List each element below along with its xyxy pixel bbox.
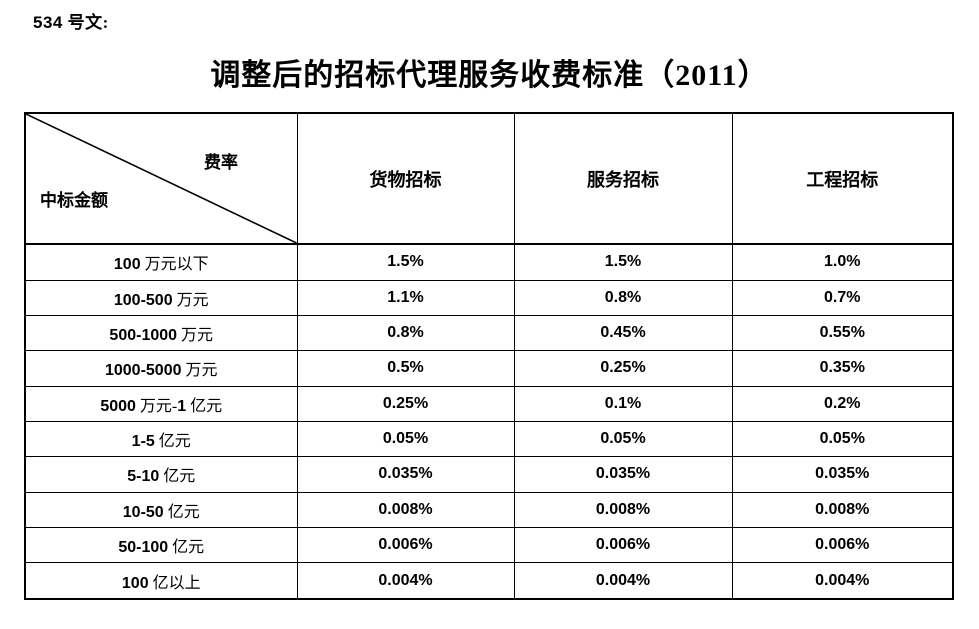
rate-value-cell: 0.008% [731, 491, 954, 528]
rate-value-cell: 0.45% [513, 314, 733, 352]
table-row: 100 万元以下 1.5% 1.5% 1.0% [24, 243, 954, 281]
rate-value-cell: 0.05% [513, 420, 733, 458]
rate-value-cell: 0.8% [513, 279, 733, 316]
rate-value-cell: 0.25% [296, 385, 515, 422]
table-row: 5-10 亿元 0.035% 0.035% 0.035% [24, 456, 954, 493]
row-label-cell: 5000 万元-1 亿元 [24, 385, 298, 422]
rate-value-cell: 0.006% [731, 526, 954, 564]
rate-value-cell: 1.5% [513, 243, 733, 281]
table-row: 5000 万元-1 亿元 0.25% 0.1% 0.2% [24, 385, 954, 422]
rate-value-cell: 1.1% [296, 279, 515, 316]
rate-value-cell: 0.2% [731, 385, 954, 422]
corner-label-rate: 费率 [204, 153, 238, 172]
row-label-cell: 100-500 万元 [24, 279, 298, 316]
fee-rate-table: 费率 中标金额 货物招标 服务招标 工程招标 100 万元以下 1.5% 1.5… [24, 112, 954, 600]
column-header-engineering: 工程招标 [731, 112, 954, 245]
row-label-cell: 100 万元以下 [24, 243, 298, 281]
row-label-cell: 1000-5000 万元 [24, 350, 298, 387]
column-header-goods: 货物招标 [296, 112, 515, 245]
corner-label-amount: 中标金额 [40, 191, 108, 210]
rate-value-cell: 0.004% [513, 562, 733, 600]
rate-value-cell: 0.006% [513, 526, 733, 564]
row-label-cell: 100 亿以上 [24, 562, 298, 600]
header-row: 费率 中标金额 货物招标 服务招标 工程招标 [24, 112, 954, 245]
table-row: 100 亿以上 0.004% 0.004% 0.004% [24, 562, 954, 600]
rate-value-cell: 0.25% [513, 350, 733, 387]
column-header-services: 服务招标 [513, 112, 733, 245]
rate-value-cell: 1.5% [296, 243, 515, 281]
rate-value-cell: 0.5% [296, 350, 515, 387]
table-row: 500-1000 万元 0.8% 0.45% 0.55% [24, 314, 954, 352]
rate-value-cell: 0.55% [731, 314, 954, 352]
table-row: 1000-5000 万元 0.5% 0.25% 0.35% [24, 350, 954, 387]
rate-value-cell: 0.1% [513, 385, 733, 422]
table-row: 50-100 亿元 0.006% 0.006% 0.006% [24, 526, 954, 564]
row-label-cell: 5-10 亿元 [24, 456, 298, 493]
header-corner-cell: 费率 中标金额 [24, 112, 298, 245]
rate-value-cell: 0.008% [513, 491, 733, 528]
table-row: 10-50 亿元 0.008% 0.008% 0.008% [24, 491, 954, 528]
table-row: 100-500 万元 1.1% 0.8% 0.7% [24, 279, 954, 316]
row-label-cell: 500-1000 万元 [24, 314, 298, 352]
rate-value-cell: 0.004% [296, 562, 515, 600]
doc-number-label: 534 号文: [33, 13, 109, 32]
rate-value-cell: 0.035% [513, 456, 733, 493]
document-title: 调整后的招标代理服务收费标准（2011） [210, 59, 769, 92]
table-row: 1-5 亿元 0.05% 0.05% 0.05% [24, 420, 954, 458]
rate-value-cell: 0.035% [731, 456, 954, 493]
row-label-cell: 1-5 亿元 [24, 420, 298, 458]
table-header: 费率 中标金额 货物招标 服务招标 工程招标 [24, 112, 954, 245]
rate-value-cell: 0.006% [296, 526, 515, 564]
rate-value-cell: 0.8% [296, 314, 515, 352]
rate-value-cell: 0.05% [296, 420, 515, 458]
diagonal-divider-line [26, 114, 296, 242]
row-label-cell: 50-100 亿元 [24, 526, 298, 564]
rate-value-cell: 0.05% [731, 420, 954, 458]
row-label-cell: 10-50 亿元 [24, 491, 298, 528]
rate-value-cell: 0.004% [731, 562, 954, 600]
rate-value-cell: 1.0% [731, 243, 954, 281]
table-body: 100 万元以下 1.5% 1.5% 1.0% 100-500 万元 1.1% … [24, 243, 954, 600]
rate-value-cell: 0.7% [731, 279, 954, 316]
rate-value-cell: 0.035% [296, 456, 515, 493]
rate-value-cell: 0.35% [731, 350, 954, 387]
rate-value-cell: 0.008% [296, 491, 515, 528]
